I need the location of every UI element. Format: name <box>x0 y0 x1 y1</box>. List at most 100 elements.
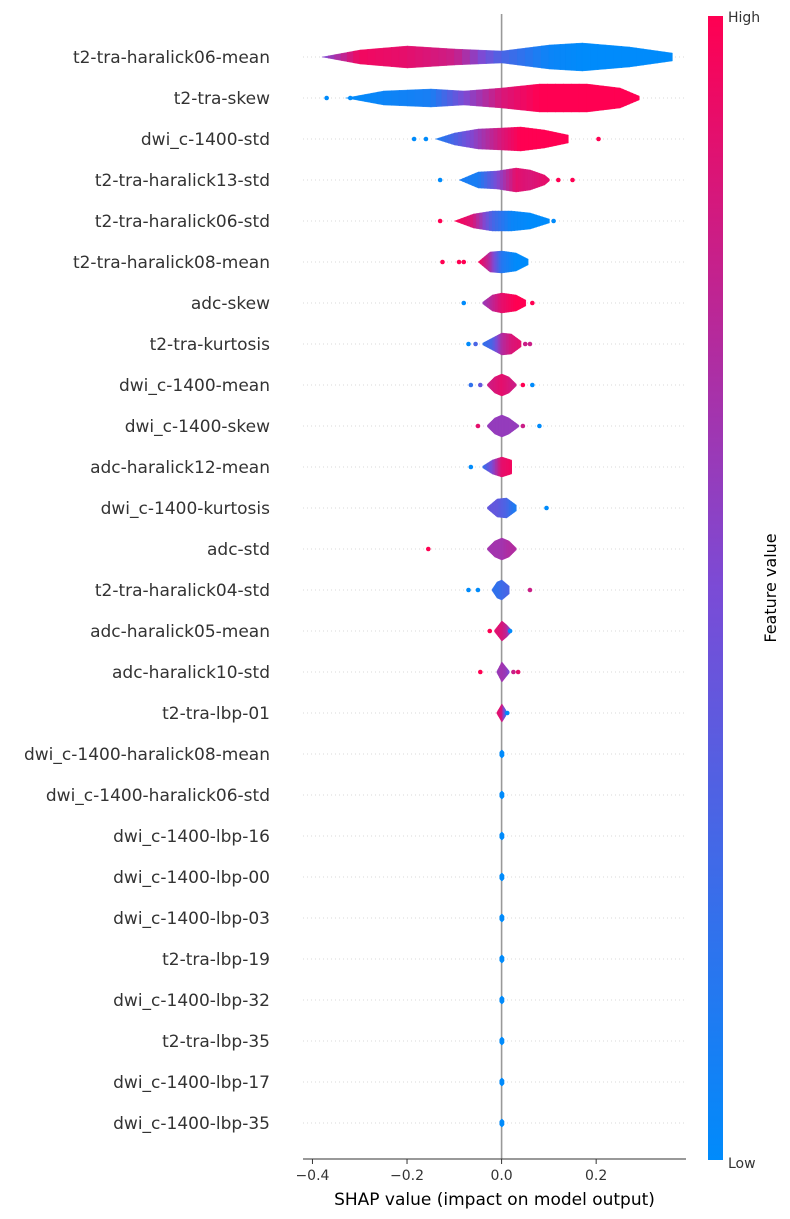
x-tick-label: −0.2 <box>390 1168 424 1184</box>
violin-t2-tra-haralick06-mean <box>321 42 673 72</box>
outlier-dot <box>507 628 513 634</box>
violin-slice <box>485 50 495 64</box>
violin-slice <box>502 1079 505 1085</box>
violin-slice <box>516 423 519 429</box>
violin-slice <box>430 88 437 108</box>
feature-label: dwi_c-1400-lbp-35 <box>113 1114 270 1134</box>
outlier-dot <box>478 382 483 388</box>
violin-slice <box>502 915 505 921</box>
outlier-dot <box>423 136 429 142</box>
outlier-dot <box>478 669 483 675</box>
violin-slice <box>476 89 484 107</box>
outlier-dot <box>527 341 533 347</box>
violin-slice <box>589 43 599 71</box>
violin-slice <box>625 90 631 106</box>
violin-slice <box>657 50 666 64</box>
colorbar-title: Feature value <box>761 533 780 642</box>
outlier-dot <box>324 95 329 101</box>
violin-dwi_c-1400-lbp-03 <box>499 913 505 923</box>
violin-slice <box>493 50 503 64</box>
outlier-dot <box>596 136 601 142</box>
x-tick-label: 0.2 <box>585 1168 607 1184</box>
violin-slice <box>523 298 527 308</box>
feature-label: t2-tra-lbp-01 <box>162 704 270 724</box>
outlier-dot <box>530 300 535 306</box>
outlier-dot <box>556 177 561 183</box>
violin-slice <box>664 51 673 63</box>
violin-slice <box>488 88 497 108</box>
violin-slice <box>619 87 624 109</box>
outlier-dot <box>468 382 474 388</box>
violin-slice <box>340 52 348 62</box>
feature-label: dwi_c-1400-haralick06-std <box>46 786 270 806</box>
violin-slice <box>502 833 505 839</box>
violin-slice <box>383 47 393 67</box>
violin-slice <box>526 84 534 112</box>
violin-slice <box>469 49 479 65</box>
violin-slice <box>502 792 505 798</box>
feature-label: adc-haralick05-mean <box>90 622 270 642</box>
feature-label: dwi_c-1400-lbp-16 <box>113 827 270 847</box>
outlier-dot <box>520 423 526 429</box>
x-axis-label: SHAP value (impact on model output) <box>334 1190 655 1210</box>
violin-slice <box>554 83 564 113</box>
violin-slice <box>430 47 440 67</box>
x-axis: −0.4 −0.2 0.0 0.2 SHAP value (impact on mod… <box>295 1158 686 1210</box>
violin-slice <box>353 49 361 65</box>
violin-slice <box>501 87 509 109</box>
violin-slice <box>454 48 463 66</box>
violin-slice <box>376 90 385 106</box>
violin-slice <box>435 89 443 107</box>
violin-slice <box>359 49 369 65</box>
outlier-dot <box>537 423 542 429</box>
violin-slice <box>518 339 522 349</box>
violin-slice <box>635 94 640 102</box>
violin-slice <box>562 83 572 113</box>
outlier-dot <box>426 546 431 552</box>
violin-slice <box>514 546 517 552</box>
feature-label: adc-haralick10-std <box>112 663 270 683</box>
feature-label: dwi_c-1400-lbp-00 <box>113 868 270 888</box>
violin-t2-tra-haralick04-std <box>491 579 510 601</box>
x-tick-label: −0.4 <box>295 1168 329 1184</box>
violin-adc-haralick05-mean <box>494 620 512 642</box>
outlier-dot <box>504 710 510 716</box>
violin-slice <box>446 48 456 66</box>
violin-slice <box>458 90 465 106</box>
outlier-dot <box>515 669 521 675</box>
violin-slice <box>629 46 638 68</box>
violin-dwi_c-1400-haralick06-std <box>499 790 505 800</box>
violin-slice <box>547 178 550 182</box>
violin-slice <box>508 670 510 674</box>
feature-label: dwi_c-1400-haralick08-mean <box>24 745 270 765</box>
violin-slice <box>398 45 408 69</box>
violin-slice <box>514 503 517 513</box>
violin-t2-tra-lbp-35 <box>499 1036 505 1046</box>
violin-slice <box>391 90 400 106</box>
violin-t2-tra-haralick06-std <box>453 210 550 232</box>
outlier-dot <box>347 95 353 101</box>
violin-slice <box>539 83 549 113</box>
feature-label: dwi_c-1400-lbp-32 <box>113 991 270 1011</box>
violin-slice <box>559 43 567 71</box>
violin-dwi_c-1400-lbp-32 <box>499 995 505 1005</box>
violin-slice <box>597 85 605 111</box>
violin-dwi_c-1400-mean <box>487 373 517 397</box>
violin-slice <box>547 83 556 113</box>
violin-adc-haralick12-mean <box>482 456 512 478</box>
outlier-dot <box>570 177 575 183</box>
violin-dwi_c-1400-lbp-16 <box>499 831 505 841</box>
violin-slice <box>463 90 471 106</box>
violin-slice <box>328 54 336 60</box>
outlier-dot <box>461 259 467 265</box>
violin-slice <box>406 45 416 69</box>
violin-slice <box>502 874 505 880</box>
violin-slice <box>482 88 490 108</box>
violin-t2-tra-kurtosis <box>482 332 522 356</box>
violin-slice <box>383 90 393 106</box>
violin-slice <box>514 382 517 388</box>
violin-slice <box>367 48 377 66</box>
violin-slice <box>406 89 416 107</box>
outlier-dot <box>466 587 471 593</box>
violin-slice <box>540 44 550 70</box>
